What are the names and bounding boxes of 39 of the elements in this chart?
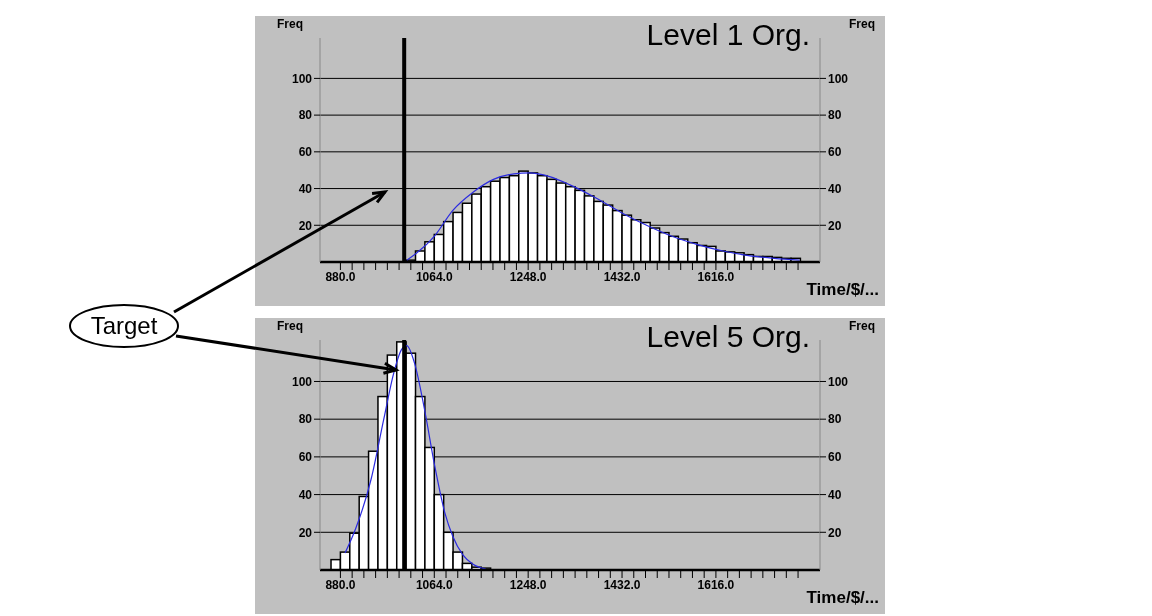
y-tick-label: 40 — [298, 487, 313, 502]
y-tick-label: 80 — [298, 108, 313, 123]
x-tick-label: 880.0 — [325, 577, 356, 592]
x-tick-label: 1432.0 — [603, 269, 641, 284]
y2-tick-label: 100 — [828, 374, 849, 389]
chart-title: Level 5 Org. — [646, 320, 810, 354]
y-tick-label: 80 — [298, 412, 313, 427]
y-tick-label: 20 — [298, 218, 313, 233]
y2-tick-label: 20 — [828, 218, 842, 233]
y-tick-label: 100 — [291, 71, 313, 86]
y2-tick-label: 60 — [828, 450, 842, 465]
y2-tick-label: 100 — [828, 71, 849, 86]
y2-axis-title: Freq — [848, 17, 875, 31]
y-tick-label: 40 — [298, 181, 313, 196]
x-axis-title: Time/$/... — [806, 588, 879, 608]
y-tick-label: 20 — [298, 525, 313, 540]
x-tick-label: 1616.0 — [697, 577, 735, 592]
y2-tick-label: 80 — [828, 412, 842, 427]
y-axis-title: Freq — [277, 319, 304, 333]
y2-tick-label: 40 — [828, 487, 842, 502]
y2-axis-title: Freq — [848, 319, 875, 333]
y2-tick-label: 20 — [828, 525, 842, 540]
y-tick-label: 60 — [298, 145, 313, 160]
x-tick-label: 1064.0 — [415, 269, 453, 284]
y-tick-label: 60 — [298, 450, 313, 465]
x-tick-label: 880.0 — [325, 269, 356, 284]
ref-line-label: Target — [90, 312, 158, 339]
y2-tick-label: 80 — [828, 108, 842, 123]
x-axis-title: Time/$/... — [806, 280, 879, 300]
y2-tick-label: 40 — [828, 181, 842, 196]
x-tick-label: 1248.0 — [509, 577, 547, 592]
y2-tick-label: 60 — [828, 145, 842, 160]
x-tick-label: 1616.0 — [697, 269, 735, 284]
chart-title: Level 1 Org. — [646, 18, 810, 52]
x-tick-label: 1248.0 — [509, 269, 547, 284]
x-tick-label: 1432.0 — [603, 577, 641, 592]
y-axis-title: Freq — [277, 17, 304, 31]
y-tick-label: 100 — [291, 374, 313, 389]
x-tick-label: 1064.0 — [415, 577, 453, 592]
